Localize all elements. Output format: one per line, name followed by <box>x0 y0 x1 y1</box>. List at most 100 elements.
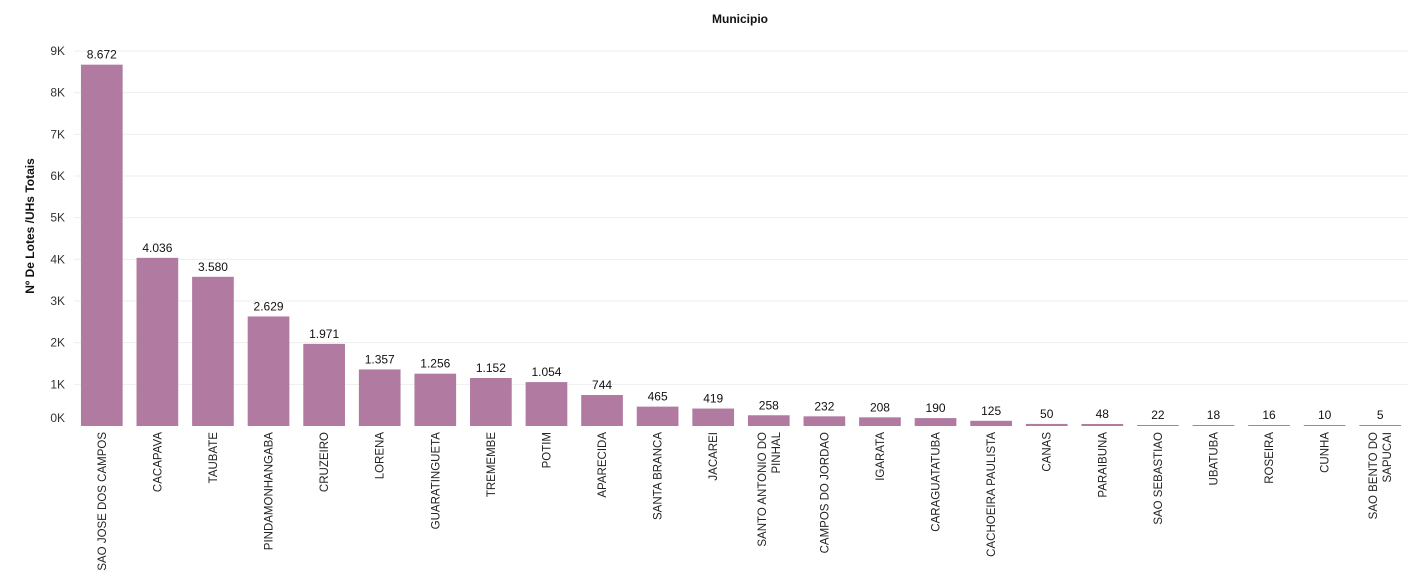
x-category-label: IGARATA <box>875 432 887 481</box>
bar <box>859 417 901 426</box>
bar <box>803 416 846 426</box>
x-category-label-line: IGARATA <box>875 432 887 481</box>
bar <box>581 395 623 426</box>
x-category-label: SAO SEBASTIAO <box>1153 432 1165 525</box>
x-category-label-line: SANTO ANTONIO DO <box>757 432 769 547</box>
bar <box>1248 425 1290 426</box>
value-label: 1.256 <box>420 357 450 371</box>
bar <box>1025 423 1068 426</box>
y-tick-label: 6K <box>50 169 65 183</box>
x-category-label: CUNHA <box>1320 432 1332 473</box>
value-label: 744 <box>592 378 612 392</box>
bar <box>414 373 457 426</box>
x-category-label-line: CAMPOS DO JORDAO <box>819 432 831 553</box>
x-category-label-line: SANTA BRANCA <box>653 432 665 520</box>
value-label: 1.152 <box>476 361 506 375</box>
x-category-label: SANTO ANTONIO DO PINHAL <box>757 431 783 546</box>
x-category-label: GUARATINGUETA <box>430 432 442 530</box>
x-category-label-line: CUNHA <box>1320 432 1332 473</box>
x-category-label: SAO BENTO DO SAPUCAI <box>1368 432 1394 519</box>
value-label: 48 <box>1096 407 1110 421</box>
x-category-label: CARAGUATATUBA <box>931 432 943 532</box>
x-category-label-line: PINDAMONHANGABA <box>264 432 276 551</box>
value-label: 1.971 <box>309 327 339 341</box>
x-category-label-line: TAUBATE <box>208 432 220 484</box>
value-label: 1.357 <box>365 352 395 366</box>
x-category-label: CACHOEIRA PAULISTA <box>986 432 998 557</box>
bar <box>1081 424 1124 426</box>
x-category-label: APARECIDA <box>597 432 609 498</box>
bar <box>247 316 290 426</box>
value-label: 2.629 <box>254 299 284 313</box>
y-tick-label: 5K <box>50 211 65 225</box>
x-category-label: CACAPAVA <box>152 432 164 492</box>
x-category-label-line: CARAGUATATUBA <box>931 432 943 532</box>
bar <box>525 382 568 426</box>
y-tick-label: 9K <box>50 44 65 58</box>
bar <box>192 276 234 426</box>
value-label: 8.672 <box>87 48 117 62</box>
x-axis-categories: SAO JOSE DOS CAMPOS CACAPAVA TAUBATE PINDAM… <box>97 431 1394 570</box>
value-label: 1.054 <box>531 365 561 379</box>
bar <box>747 415 790 426</box>
value-label: 125 <box>981 404 1001 418</box>
value-label: 4.036 <box>142 241 172 255</box>
value-label: 258 <box>759 398 779 412</box>
bar <box>1192 425 1235 426</box>
value-label: 190 <box>926 401 946 415</box>
x-category-label: UBATUBA <box>1208 432 1220 486</box>
x-category-label-line: SAO BENTO DO <box>1368 432 1380 519</box>
bar <box>80 64 123 427</box>
x-category-label-line: CRUZEIRO <box>319 432 331 492</box>
bar <box>636 406 679 426</box>
bar <box>1303 425 1346 426</box>
x-category-label-line: CACAPAVA <box>152 432 164 492</box>
bar <box>1359 425 1402 426</box>
value-label: 18 <box>1207 408 1221 422</box>
bar <box>970 420 1012 426</box>
bar <box>692 408 735 426</box>
x-category-label-line: CACHOEIRA PAULISTA <box>986 432 998 557</box>
x-category-label-line: PARAIBUNA <box>1097 432 1109 498</box>
x-category-label: SAO JOSE DOS CAMPOS <box>97 432 109 571</box>
y-tick-label: 2K <box>50 336 65 350</box>
value-label: 3.580 <box>198 260 228 274</box>
value-label: 22 <box>1151 408 1165 422</box>
x-category-label-line: PINHAL <box>771 431 783 473</box>
value-label: 232 <box>814 399 834 413</box>
value-label: 10 <box>1318 408 1332 422</box>
x-category-label: TAUBATE <box>208 432 220 484</box>
bar <box>358 369 401 426</box>
y-axis-ticks: 0K 1K 2K 3K 4K 5K 6K 7K 8K 9K <box>50 44 65 425</box>
y-tick-label: 8K <box>50 86 65 100</box>
x-category-label-line: ROSEIRA <box>1264 432 1276 484</box>
value-label: 5 <box>1377 408 1384 422</box>
y-tick-label: 7K <box>50 127 65 141</box>
bar <box>914 418 957 426</box>
x-category-label-line: SAO SEBASTIAO <box>1153 432 1165 525</box>
bar <box>1137 425 1179 426</box>
x-category-label: POTIM <box>541 432 553 468</box>
value-label: 419 <box>703 392 723 406</box>
x-category-label-line: UBATUBA <box>1208 432 1220 486</box>
x-category-label-line: LORENA <box>375 432 387 480</box>
value-label: 208 <box>870 400 890 414</box>
x-category-label: PARAIBUNA <box>1097 432 1109 498</box>
bar <box>303 343 345 426</box>
value-label: 465 <box>648 390 668 404</box>
x-category-label-line: SAPUCAI <box>1382 432 1394 483</box>
y-tick-label: 3K <box>50 294 65 308</box>
x-category-label: PINDAMONHANGABA <box>264 432 276 551</box>
x-category-label-line: JACAREI <box>708 432 720 481</box>
y-tick-label: 1K <box>50 377 65 391</box>
x-category-label: CANAS <box>1042 432 1054 472</box>
x-category-label: SANTA BRANCA <box>653 432 665 520</box>
x-category-label-line: TREMEMBE <box>486 432 498 498</box>
y-tick-label: 0K <box>50 411 65 425</box>
chart-title: Municipio <box>712 12 768 26</box>
x-category-label: TREMEMBE <box>486 432 498 498</box>
bar <box>470 378 512 426</box>
x-category-label-line: CANAS <box>1042 432 1054 472</box>
y-axis-label: Nº De Lotes /UHs Totais <box>23 158 37 294</box>
